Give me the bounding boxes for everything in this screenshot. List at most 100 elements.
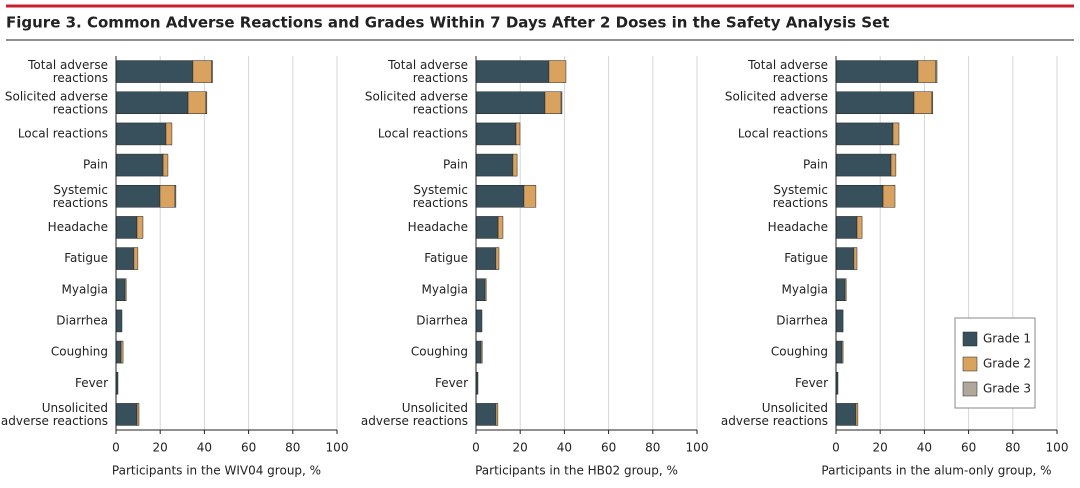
category-label: Solicited adverse reactions (365, 89, 468, 116)
bar-segment (931, 91, 934, 114)
bar-segment (136, 216, 144, 239)
bar-segment (523, 185, 537, 208)
category-label: Fever (795, 376, 828, 390)
bar-segment (512, 153, 518, 177)
bar-segment (917, 60, 937, 83)
category-label: Fever (75, 376, 108, 390)
category-label: Coughing (771, 345, 828, 359)
bar-segment (515, 122, 521, 146)
bar-segment (544, 91, 562, 114)
bar-segment (548, 60, 567, 83)
bar-segment (835, 278, 846, 301)
bar-segment (115, 309, 123, 333)
figure-title: Figure 3. Common Adverse Reactions and G… (6, 14, 889, 32)
category-label: Fatigue (64, 251, 108, 265)
bar-segment (835, 340, 843, 364)
bar-segment (205, 91, 208, 114)
category-label: Headache (768, 220, 828, 234)
bar-segment (475, 153, 514, 177)
bar-segment (835, 153, 892, 177)
category-label: Pain (443, 158, 468, 172)
bar-segment (115, 60, 194, 83)
bar-segment (115, 91, 189, 114)
bar-segment (484, 278, 487, 301)
bar-segment (844, 278, 847, 301)
x-tick-label: 60 (961, 441, 976, 455)
bar-segment (480, 340, 483, 364)
bar-segment (133, 247, 139, 270)
legend-swatch (962, 331, 978, 347)
category-label: Diarrhea (776, 313, 828, 327)
bar-segment (475, 60, 550, 83)
bar-segment (935, 60, 938, 83)
category-label: Myalgia (782, 282, 828, 296)
category-label: Coughing (51, 345, 108, 359)
category-label: Unsolicited adverse reactions (361, 400, 468, 427)
category-label: Diarrhea (416, 313, 468, 327)
x-axis-label: Participants in the alum-only group, % (821, 464, 1051, 478)
bar-segment (835, 247, 855, 270)
bar-segment (835, 60, 919, 83)
category-label: Myalgia (422, 282, 468, 296)
bar-segment (211, 60, 213, 83)
bar-segment (115, 153, 164, 177)
legend-label: Grade 1 (983, 332, 1031, 346)
bar-segment (913, 91, 933, 114)
bar-segment (115, 247, 135, 270)
bar-segment (835, 309, 844, 333)
bar-segment (855, 403, 859, 426)
bar-segment (475, 403, 497, 426)
category-label: Total adverse reactions (27, 58, 108, 85)
category-label: Coughing (411, 345, 468, 359)
x-tick-label: 100 (686, 441, 709, 455)
bar-segment (882, 185, 896, 208)
bar-segment (120, 340, 124, 364)
category-label: Total adverse reactions (387, 58, 468, 85)
x-tick-label: 100 (326, 441, 349, 455)
x-tick-label: 60 (601, 441, 616, 455)
bar-segment (115, 185, 161, 208)
x-tick-label: 0 (112, 441, 120, 455)
category-label: Systemic reactions (413, 182, 468, 209)
bar-segment (835, 185, 884, 208)
bar-segment (835, 122, 894, 146)
bar-segment (174, 185, 177, 208)
bar-segment (892, 122, 900, 146)
category-label: Myalgia (62, 282, 108, 296)
category-label: Headache (408, 220, 468, 234)
bar-segment (495, 403, 499, 426)
bar-segment (165, 122, 173, 146)
category-label: Local reactions (738, 126, 828, 140)
bar-segment (159, 185, 176, 208)
x-tick-label: 40 (557, 441, 572, 455)
x-tick-label: 100 (1046, 441, 1069, 455)
bar-segment (187, 91, 207, 114)
bar-segment (841, 340, 844, 364)
category-label: Diarrhea (56, 313, 108, 327)
legend-label: Grade 2 (983, 357, 1031, 371)
bar-segment (560, 91, 563, 114)
x-tick-label: 40 (197, 441, 212, 455)
bar-segment (136, 403, 140, 426)
bar-segment (115, 340, 122, 364)
bar-segment (475, 216, 499, 239)
legend-swatch (962, 381, 978, 397)
bar-segment (475, 340, 482, 364)
legend-swatch (962, 356, 978, 372)
bar-segment (853, 247, 858, 270)
x-tick-label: 0 (832, 441, 840, 455)
bar-segment (115, 122, 167, 146)
bar-segment (856, 216, 863, 239)
category-label: Pain (83, 158, 108, 172)
category-label: Local reactions (18, 126, 108, 140)
x-tick-label: 80 (1005, 441, 1020, 455)
bar-segment (835, 216, 858, 239)
category-label: Fatigue (424, 251, 468, 265)
x-tick-label: 80 (645, 441, 660, 455)
x-tick-label: 80 (285, 441, 300, 455)
category-label: Solicited adverse reactions (5, 89, 108, 116)
x-tick-label: 20 (513, 441, 528, 455)
bar-segment (835, 403, 857, 426)
bar-segment (475, 91, 546, 114)
x-tick-label: 60 (241, 441, 256, 455)
